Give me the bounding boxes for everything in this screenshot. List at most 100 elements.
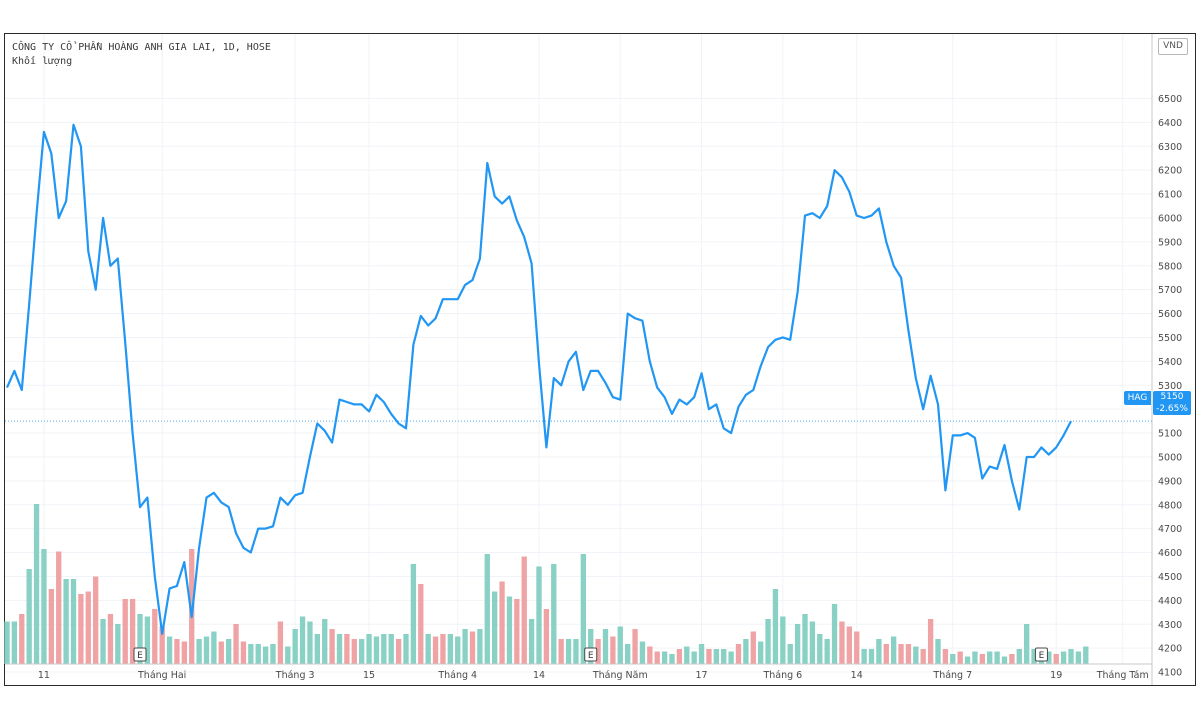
volume-bar (299, 616, 306, 664)
volume-bar (48, 589, 54, 664)
volume-bar (728, 651, 734, 664)
volume-bar (824, 639, 830, 664)
y-tick-label: 5500 (1158, 333, 1182, 344)
volume-bar (942, 649, 949, 664)
y-tick-label: 4600 (1158, 548, 1182, 559)
volume-bar (743, 639, 749, 664)
y-tick-label: 6200 (1158, 166, 1182, 177)
volume-bar (610, 636, 616, 664)
y-tick-label: 5400 (1158, 357, 1182, 368)
last-price-change: -2.65% (1156, 404, 1188, 414)
y-tick-label: 5300 (1158, 381, 1182, 392)
x-tick-label: Tháng Tám (1096, 670, 1149, 681)
volume-bar (920, 649, 926, 664)
earnings-marker[interactable]: E (133, 647, 147, 662)
volume-bar (573, 639, 579, 664)
x-tick-label: 11 (38, 670, 50, 681)
volume-bar (1046, 651, 1052, 664)
volume-bar (987, 651, 993, 664)
volume-bar (927, 619, 934, 664)
volume-bar (839, 621, 845, 664)
volume-bar (100, 619, 106, 664)
volume-bar (528, 619, 535, 664)
y-tick-label: 6100 (1158, 190, 1182, 201)
price-line (5, 123, 1072, 635)
earnings-marker-label: E (1039, 651, 1045, 661)
earnings-marker-box[interactable] (1034, 647, 1048, 662)
x-tick-label: Tháng 7 (932, 670, 972, 681)
volume-bar (536, 566, 542, 664)
volume-bar (758, 641, 764, 664)
volume-bar (233, 624, 239, 664)
volume-bar (85, 591, 91, 664)
volume-bar (794, 624, 801, 664)
volume-bar (418, 584, 424, 664)
last-price-value: 5150 (1160, 392, 1184, 402)
volume-bar (950, 654, 956, 664)
earnings-marker[interactable]: E (1034, 647, 1048, 662)
volume-bar (802, 614, 808, 664)
volume-bar (410, 564, 417, 664)
volume-bar (676, 649, 683, 664)
volume-bar (854, 631, 860, 664)
volume-bar (1016, 649, 1022, 664)
volume-bar (107, 614, 114, 664)
volume-bar (772, 589, 779, 664)
y-tick-label: 5700 (1158, 285, 1182, 296)
volume-bar (957, 651, 963, 664)
volume-bar (979, 654, 985, 664)
currency-button[interactable]: VND (1158, 38, 1188, 55)
volume-bar (1031, 649, 1037, 664)
volume-bar (277, 621, 284, 664)
volume-bar (551, 564, 557, 664)
volume-bar (240, 641, 247, 664)
volume-bar (913, 646, 919, 664)
volume-bar (565, 639, 572, 664)
volume-bar (868, 649, 875, 664)
volume-bar (499, 581, 505, 664)
volume-bar (831, 604, 838, 664)
x-tick-label: 15 (363, 670, 375, 681)
volume-indicator-label[interactable]: Khối lượng (12, 56, 73, 67)
volume-bar (336, 634, 343, 664)
volume-bar (1068, 649, 1074, 664)
x-tick-label: 17 (696, 670, 708, 681)
volume-bar (462, 629, 468, 664)
volume-bar (706, 649, 712, 664)
earnings-marker[interactable]: E (584, 647, 598, 662)
volume-bar (270, 644, 276, 664)
volume-bar (780, 616, 786, 664)
volume-bar (4, 621, 10, 664)
y-tick-label: 4800 (1158, 500, 1182, 511)
earnings-marker-box[interactable] (133, 647, 147, 662)
y-tick-label: 5900 (1158, 237, 1182, 248)
volume-bar (395, 639, 402, 664)
volume-bar (1075, 651, 1082, 664)
y-tick-label: 6500 (1158, 94, 1182, 105)
volume-bar (432, 636, 439, 664)
volume-bar (129, 599, 136, 664)
volume-bar (632, 629, 638, 664)
y-tick-label: 6000 (1158, 213, 1182, 224)
volume-bar (883, 644, 889, 664)
volume-bar (713, 649, 719, 664)
y-tick-label: 4300 (1158, 620, 1182, 631)
y-tick-label: 5600 (1158, 309, 1182, 320)
volume-bar (617, 626, 623, 664)
volume-bar (137, 614, 143, 664)
volume-bar (684, 646, 690, 664)
volume-bar (625, 644, 631, 664)
volume-bar (972, 651, 978, 664)
volume-bar (1001, 656, 1008, 664)
volume-bar (964, 656, 971, 664)
y-tick-label: 5000 (1158, 452, 1182, 463)
earnings-marker-box[interactable] (584, 647, 598, 662)
volume-bar (26, 569, 32, 664)
volume-bar (469, 631, 476, 664)
volume-bar (152, 609, 158, 664)
volume-bar (144, 616, 151, 664)
volume-bar (1083, 646, 1089, 664)
volume-bar (698, 644, 705, 664)
volume-bar (558, 639, 564, 664)
